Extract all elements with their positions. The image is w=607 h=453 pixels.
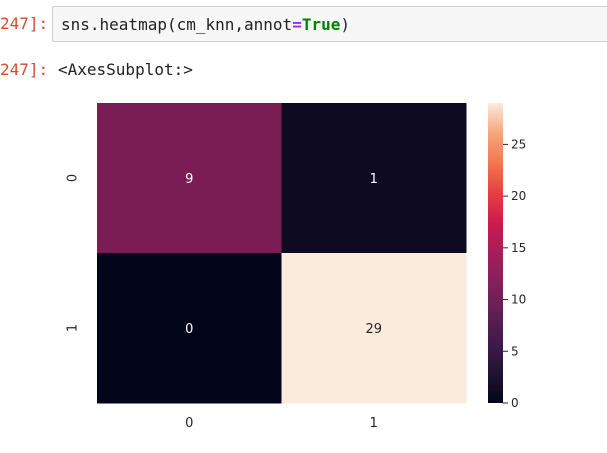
colorbar-tick-label: 0 <box>511 396 519 410</box>
x-tick-label: 1 <box>370 416 378 431</box>
code-equals: = <box>292 15 302 34</box>
code-input-cell[interactable]: sns.heatmap(cm_knn,annot=True) <box>52 6 607 42</box>
colorbar-tick-label: 5 <box>511 344 519 358</box>
y-tick-label: 1 <box>66 324 81 332</box>
heatmap-cell-label-0-0: 9 <box>185 172 193 187</box>
colorbar-tick-label: 15 <box>511 241 526 255</box>
heatmap-cell-0-0 <box>97 103 282 254</box>
heatmap-cell-label-1-1: 29 <box>365 322 382 337</box>
code-prefix: sns.heatmap(cm_knn,annot <box>61 15 293 34</box>
y-tick-label: 0 <box>66 174 81 182</box>
colorbar <box>488 103 503 403</box>
heatmap-cell-1-0 <box>97 253 282 404</box>
heatmap-cell-label-0-1: 1 <box>370 172 378 187</box>
colorbar-tick-label: 25 <box>511 137 526 151</box>
code-suffix: ) <box>340 15 350 34</box>
input-prompt: 247]: <box>0 14 49 33</box>
code-true-keyword: True <box>301 15 341 34</box>
output-prompt: 247]: <box>0 60 49 79</box>
heatmap-cell-1-1 <box>281 253 467 404</box>
heatmap-cell-label-1-0: 0 <box>185 322 193 337</box>
colorbar-tick-label: 20 <box>511 189 526 203</box>
heatmap-cell-0-1 <box>281 103 467 254</box>
x-tick-label: 0 <box>185 416 193 431</box>
colorbar-tick-label: 10 <box>511 293 526 307</box>
output-repr: <AxesSubplot:> <box>58 60 193 79</box>
